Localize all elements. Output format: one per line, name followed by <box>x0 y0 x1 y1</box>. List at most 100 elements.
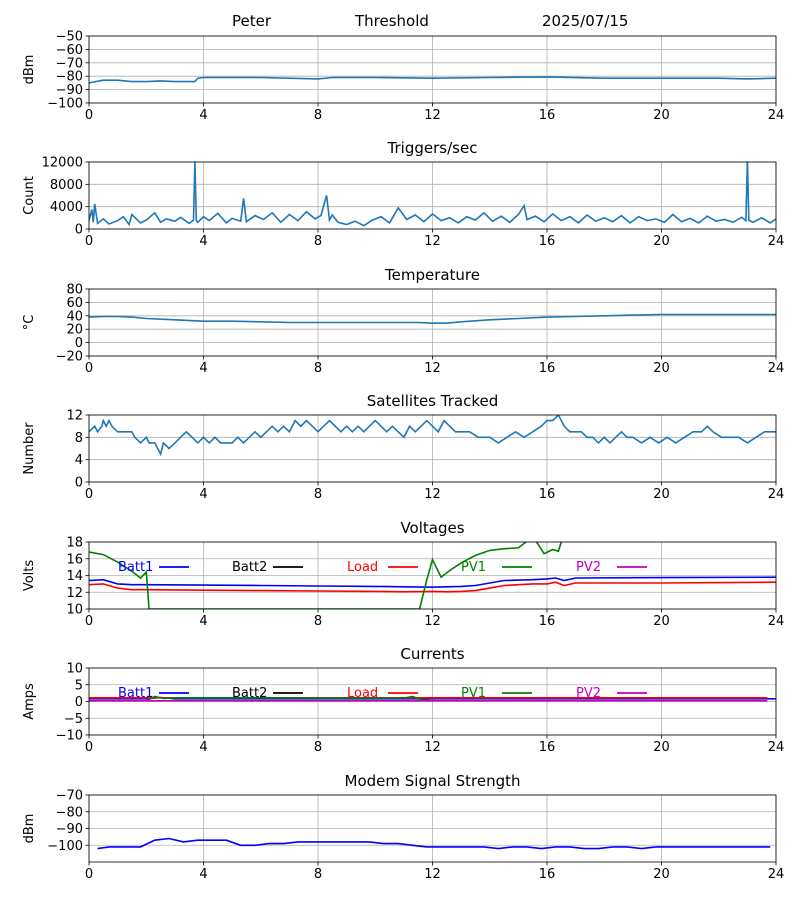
legend-label-pv2: PV2 <box>576 560 601 575</box>
chart-panel-2 <box>85 288 777 360</box>
series-line-0 <box>89 415 776 457</box>
y-tick-label: −70 <box>56 789 83 804</box>
legend-label-load: Load <box>347 560 378 575</box>
y-tick-label: −50 <box>56 30 83 45</box>
series-line-batt1 <box>89 576 776 589</box>
header-subtitle: Threshold <box>355 12 429 30</box>
x-tick-label: 4 <box>199 361 207 376</box>
series-line-0 <box>89 313 776 325</box>
y-tick-label: 0 <box>75 476 83 491</box>
y-tick-label: 12000 <box>42 156 83 171</box>
y-tick-label: 0 <box>75 223 83 238</box>
y-axis-label: Count <box>22 176 37 215</box>
x-tick-label: 24 <box>768 740 785 755</box>
legend-label-batt1: Batt1 <box>118 686 153 701</box>
series-line-pv1 <box>89 542 563 609</box>
x-tick-label: 8 <box>314 108 322 123</box>
y-axis-label: Amps <box>22 683 37 720</box>
y-tick-label: 12 <box>66 586 83 601</box>
y-tick-label: 0 <box>75 695 83 710</box>
y-tick-label: −5 <box>64 712 83 727</box>
x-tick-label: 16 <box>539 361 556 376</box>
y-tick-label: 10 <box>66 603 83 618</box>
legend-label-pv2: PV2 <box>576 686 601 701</box>
page-header: Peter Threshold 2025/07/15 <box>0 0 800 34</box>
x-tick-label: 4 <box>199 108 207 123</box>
series-line-load <box>89 581 776 593</box>
y-axis-label: °C <box>22 315 37 331</box>
chart-title: Temperature <box>384 266 480 284</box>
y-tick-label: 8 <box>75 431 83 446</box>
y-tick-label: −90 <box>56 822 83 837</box>
x-tick-label: 16 <box>539 740 556 755</box>
x-tick-label: 20 <box>653 487 670 502</box>
y-tick-label: 40 <box>66 309 83 324</box>
chart-title: Currents <box>400 645 464 663</box>
series-line-0 <box>97 837 771 850</box>
y-tick-label: −70 <box>56 56 83 71</box>
legend-label-batt1: Batt1 <box>118 560 153 575</box>
x-tick-label: 16 <box>539 867 556 882</box>
x-tick-label: 8 <box>314 487 322 502</box>
x-tick-label: 8 <box>314 361 322 376</box>
x-tick-label: 20 <box>653 108 670 123</box>
x-tick-label: 24 <box>768 487 785 502</box>
chart-panel-0 <box>85 35 777 107</box>
x-tick-label: 0 <box>85 487 93 502</box>
y-tick-label: 80 <box>66 283 83 298</box>
x-tick-label: 24 <box>768 234 785 249</box>
y-tick-label: 4000 <box>50 200 83 215</box>
y-tick-label: −60 <box>56 43 83 58</box>
x-tick-label: 12 <box>424 487 441 502</box>
site-name: Peter <box>232 12 272 30</box>
y-axis-label: Number <box>22 422 37 475</box>
x-tick-label: 16 <box>539 108 556 123</box>
x-tick-label: 0 <box>85 361 93 376</box>
x-tick-label: 0 <box>85 740 93 755</box>
chart-panel-3 <box>85 414 777 486</box>
x-tick-label: 0 <box>85 614 93 629</box>
x-tick-label: 20 <box>653 614 670 629</box>
x-tick-label: 16 <box>539 487 556 502</box>
chart-panel-6 <box>85 794 777 866</box>
x-tick-label: 0 <box>85 234 93 249</box>
legend-label-batt2: Batt2 <box>232 560 267 575</box>
x-tick-label: 20 <box>653 867 670 882</box>
chart-title: Satellites Tracked <box>367 392 498 410</box>
x-tick-label: 4 <box>199 614 207 629</box>
x-tick-label: 24 <box>768 614 785 629</box>
y-tick-label: −80 <box>56 805 83 820</box>
chart-title: Triggers/sec <box>387 139 478 157</box>
y-tick-label: 0 <box>75 336 83 351</box>
x-tick-label: 8 <box>314 867 322 882</box>
y-tick-label: −100 <box>47 839 83 854</box>
y-tick-label: 5 <box>75 678 83 693</box>
legend-label-batt2: Batt2 <box>232 686 267 701</box>
x-tick-label: 20 <box>653 234 670 249</box>
series-line-0 <box>89 162 776 227</box>
y-tick-label: 16 <box>66 552 83 567</box>
y-tick-label: 60 <box>66 296 83 311</box>
legend-label-pv1: PV1 <box>461 560 486 575</box>
x-tick-label: 4 <box>199 740 207 755</box>
x-tick-label: 0 <box>85 867 93 882</box>
y-axis-label: Volts <box>22 560 37 592</box>
y-axis-label: dBm <box>22 814 37 844</box>
y-tick-label: 8000 <box>50 178 83 193</box>
x-tick-label: 20 <box>653 740 670 755</box>
series-line-0 <box>89 76 776 84</box>
series-line-pv1 <box>145 695 433 702</box>
chart-panel-4 <box>85 541 777 613</box>
y-tick-label: −80 <box>56 70 83 85</box>
x-tick-label: 12 <box>424 740 441 755</box>
y-tick-label: 14 <box>66 569 83 584</box>
y-tick-label: −10 <box>56 729 83 744</box>
x-tick-label: 8 <box>314 614 322 629</box>
x-tick-label: 8 <box>314 234 322 249</box>
legend-label-pv1: PV1 <box>461 686 486 701</box>
x-tick-label: 24 <box>768 867 785 882</box>
x-tick-label: 12 <box>424 234 441 249</box>
y-axis-label: dBm <box>22 55 37 85</box>
x-tick-label: 24 <box>768 361 785 376</box>
